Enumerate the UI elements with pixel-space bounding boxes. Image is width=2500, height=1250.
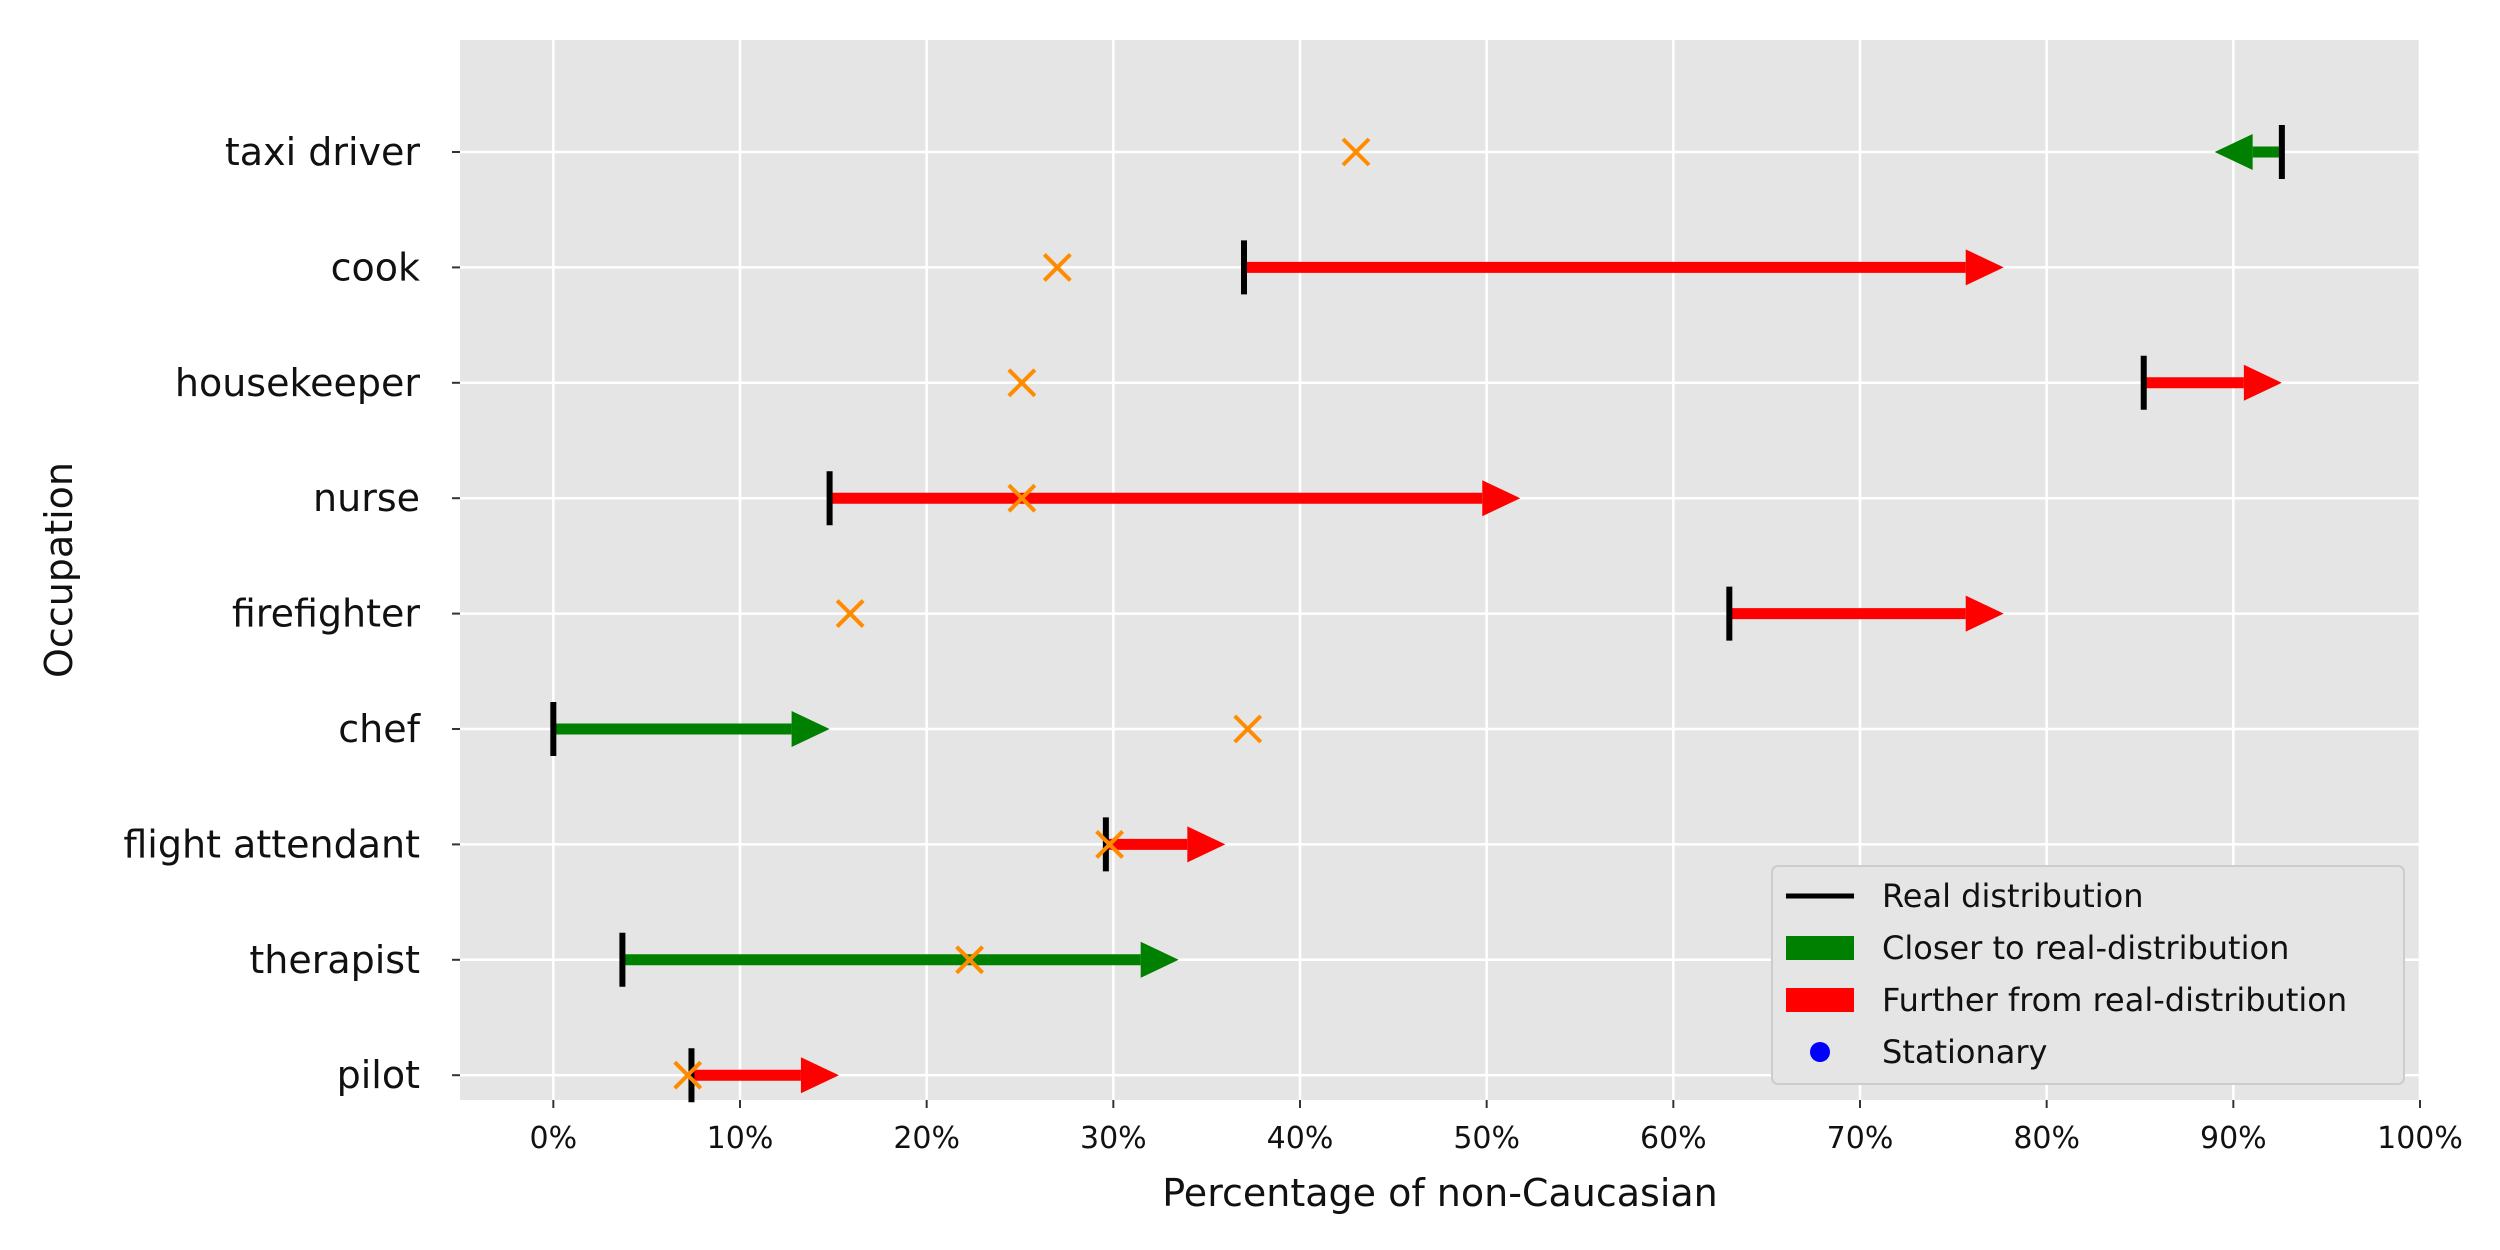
x-tick-label: 20% xyxy=(893,1121,960,1156)
x-axis-title: Percentage of non-Caucasian xyxy=(1162,1171,1718,1215)
x-marker xyxy=(1007,483,1037,513)
category-label: flight attendant xyxy=(123,822,420,866)
category-label: housekeeper xyxy=(175,361,421,405)
legend-swatch-dot xyxy=(1810,1042,1830,1062)
x-marker xyxy=(835,599,865,629)
arrow-head xyxy=(800,1057,839,1094)
arrow-head xyxy=(1187,826,1226,863)
arrow-head xyxy=(1482,480,1521,517)
category-label: pilot xyxy=(337,1053,420,1097)
legend-box xyxy=(1771,865,2405,1085)
category-label: taxi driver xyxy=(225,130,420,174)
category-label: cook xyxy=(331,245,420,289)
data-marks xyxy=(550,125,2285,1103)
legend-label: Stationary xyxy=(1882,1033,2047,1071)
x-marker xyxy=(1341,137,1371,167)
x-tick-label: 100% xyxy=(2377,1121,2463,1156)
x-marker xyxy=(673,1060,703,1090)
category-label: chef xyxy=(338,707,421,751)
legend-label: Further from real-distribution xyxy=(1882,981,2347,1019)
arrow-head xyxy=(1965,595,2004,632)
x-marker xyxy=(1042,252,1072,282)
legend-label: Closer to real-distribution xyxy=(1882,929,2289,967)
x-marker xyxy=(1233,714,1263,744)
category-label: therapist xyxy=(249,938,420,982)
arrow-head xyxy=(1965,249,2004,286)
category-label: firefighter xyxy=(232,592,421,636)
x-marker xyxy=(955,945,985,975)
arrow-head xyxy=(1140,941,1179,978)
x-tick-label: 90% xyxy=(2200,1121,2267,1156)
x-tick-label: 80% xyxy=(2013,1121,2080,1156)
legend-label: Real distribution xyxy=(1882,877,2144,915)
arrow-head xyxy=(2243,364,2282,401)
x-tick-label: 30% xyxy=(1080,1121,1147,1156)
grid xyxy=(460,40,2422,1100)
x-tick-label: 40% xyxy=(1267,1121,1334,1156)
x-tick-label: 0% xyxy=(530,1121,578,1156)
y-axis-title: Occupation xyxy=(37,462,81,678)
x-tick-label: 70% xyxy=(1827,1121,1894,1156)
arrow-head xyxy=(791,711,830,747)
x-tick-label: 10% xyxy=(707,1121,774,1156)
category-label: nurse xyxy=(313,476,420,520)
x-marker xyxy=(1095,829,1125,859)
legend-swatch-patch xyxy=(1786,988,1854,1012)
legend: Real distribution Closer to real-distribu… xyxy=(1771,865,2405,1085)
arrow-head xyxy=(2214,134,2253,170)
axis-ticks: 0% 10% 20% 30% 40% 50% 60% 70% 80% 90% 100% pilot t… xyxy=(123,130,2463,1156)
x-marker xyxy=(1007,368,1037,398)
legend-swatch-patch xyxy=(1786,936,1854,960)
x-tick-label: 50% xyxy=(1453,1121,1520,1156)
x-tick-label: 60% xyxy=(1640,1121,1707,1156)
